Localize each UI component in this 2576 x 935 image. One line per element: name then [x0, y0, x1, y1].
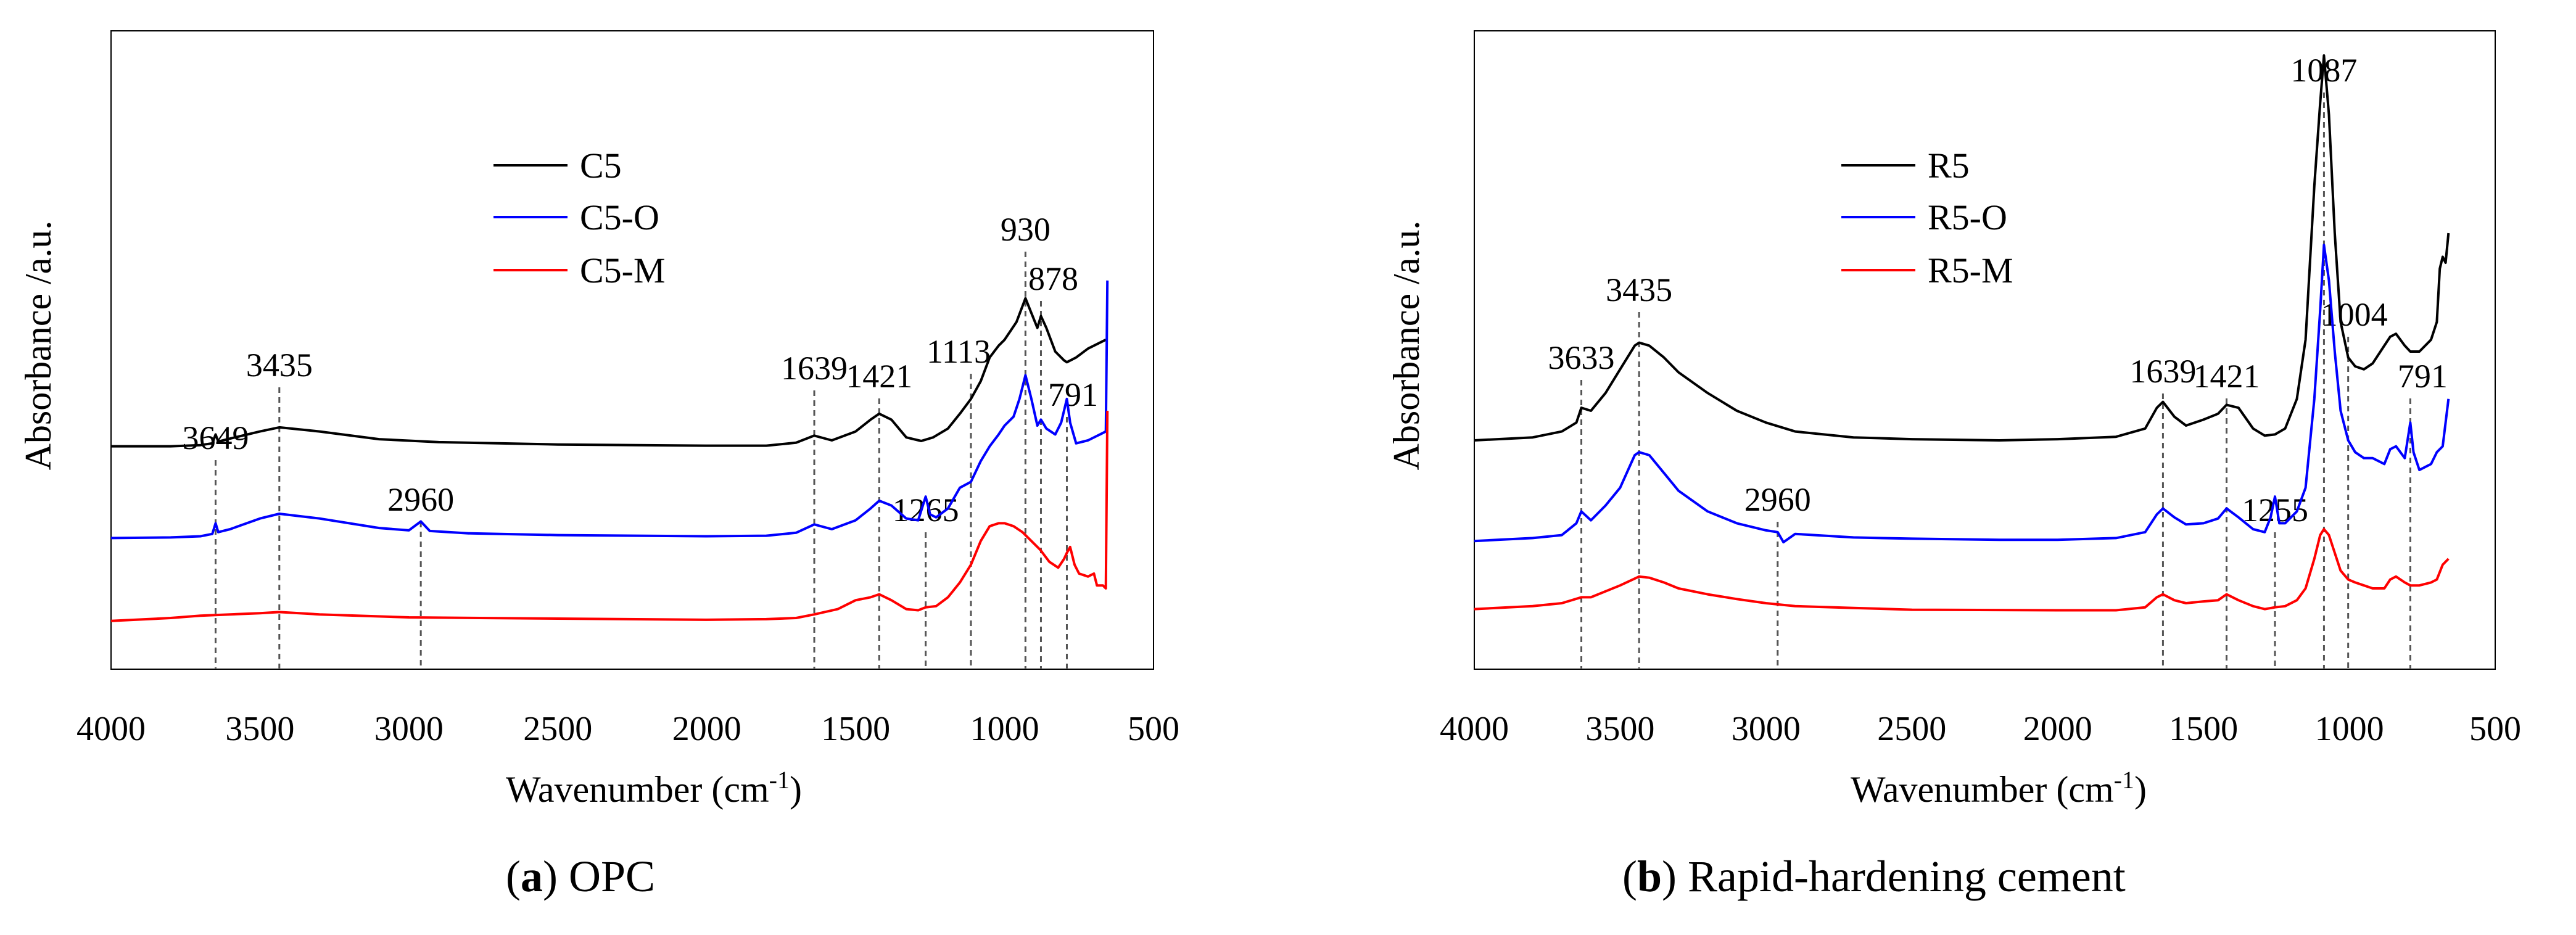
caption-a: (a) OPC: [506, 852, 656, 901]
legend-label-R5-M: R5-M: [1928, 250, 2013, 290]
annotation-label: 3435: [246, 347, 313, 384]
annotation-label: 930: [1001, 211, 1051, 248]
annotation-label: 2960: [387, 481, 454, 518]
series-line-C5-M: [110, 410, 1109, 622]
annotation-label: 3633: [1548, 339, 1615, 376]
series-line-C5-O: [110, 280, 1109, 540]
series-line-R5-O: [1474, 244, 2450, 544]
x-tick-label: 1000: [970, 710, 1039, 748]
caption-a-text: OPC: [568, 852, 656, 901]
x-tick-label: 1500: [2169, 710, 2238, 748]
x-tick-label: 4000: [1440, 710, 1509, 748]
annotation-label: 791: [2398, 358, 2448, 395]
x-tick-label: 1000: [2315, 710, 2384, 748]
x-tick-label: 500: [1128, 710, 1179, 748]
series-line-C5: [111, 297, 1107, 448]
plot-frame: [1474, 30, 2496, 670]
chart-panel-b: 4000 3500 3000 2500 2000 1500 1000 500 Wavenumbe…: [1386, 30, 2521, 810]
x-axis-label: Wavenumber (cm-1): [506, 766, 802, 810]
legend-label-R5: R5: [1928, 146, 1970, 186]
annotation-label: 791: [1048, 376, 1098, 413]
chart-panel-a: 4000 3500 3000 2500 2000 1500 1000 500 Wavenumbe…: [18, 30, 1179, 810]
annotation-label: 1421: [2193, 358, 2260, 395]
x-tick-label: 2500: [1877, 710, 1946, 748]
caption-b-label: b: [1637, 852, 1662, 901]
x-tick-label: 500: [2469, 710, 2521, 748]
x-tick-label: 1500: [821, 710, 890, 748]
x-tick-label: 2500: [523, 710, 592, 748]
plot-frame: [110, 30, 1154, 670]
annotation-label: 1113: [927, 333, 991, 370]
annotation-label: 1639: [781, 350, 848, 387]
y-axis-label: Absorbance /a.u.: [18, 221, 59, 471]
annotation-label: 3435: [1606, 271, 1672, 308]
legend-label-C5-O: C5-O: [580, 197, 659, 237]
x-tick-label: 4000: [76, 710, 146, 748]
annotation-label: 2960: [1744, 481, 1811, 518]
legend-label-R5-O: R5-O: [1928, 197, 2007, 237]
series-line-R5: [1474, 54, 2450, 442]
y-axis-label: Absorbance /a.u.: [1386, 221, 1427, 471]
annotation-label: 878: [1028, 260, 1078, 297]
legend-label-C5-M: C5-M: [580, 250, 666, 290]
x-tick-label: 2000: [672, 710, 741, 748]
x-axis-label: Wavenumber (cm-1): [1851, 766, 2147, 810]
caption-b-text: Rapid-hardening cement: [1688, 852, 2126, 901]
x-tick-label: 2000: [2023, 710, 2092, 748]
caption-b: (b) Rapid-hardening cement: [1622, 852, 2126, 901]
legend-label-C5: C5: [580, 146, 622, 186]
series-line-R5-M: [1474, 528, 2450, 612]
annotation-label: 1421: [846, 358, 912, 395]
caption-a-label: a: [520, 852, 543, 901]
x-tick-label: 3000: [1732, 710, 1801, 748]
x-tick-label: 3500: [225, 710, 294, 748]
annotation-label: 1639: [2129, 353, 2196, 390]
x-tick-label: 3500: [1585, 710, 1654, 748]
x-tick-label: 3000: [374, 710, 444, 748]
